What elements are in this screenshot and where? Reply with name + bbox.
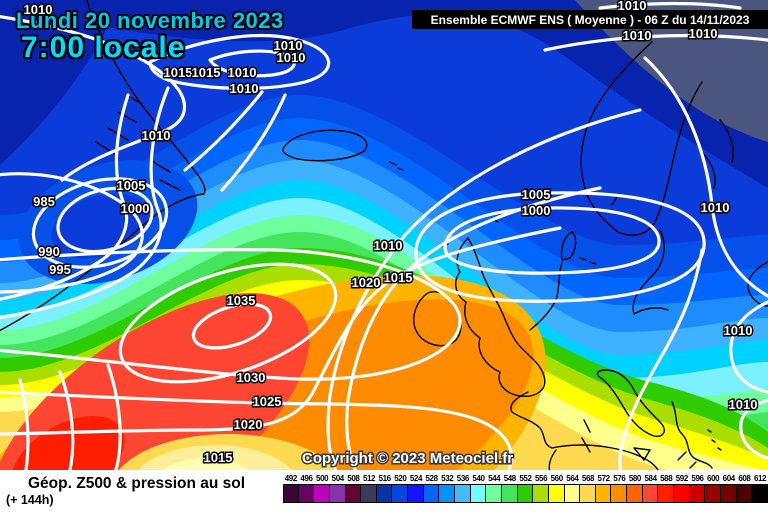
colorbar-cell: 572: [595, 474, 612, 503]
isobar-label: 1010: [623, 28, 652, 43]
colorbar-cell: 532: [439, 474, 456, 503]
isobar-label: 1015: [384, 270, 413, 285]
colorbar-cell: 516: [376, 474, 393, 503]
colorbar-cell: 552: [517, 474, 534, 503]
isobar-label: 1010: [277, 50, 306, 65]
colorbar-cell: 600: [705, 474, 721, 503]
colorbar-cell: 556: [533, 474, 549, 503]
colorbar-cell: 580: [627, 474, 643, 503]
isobar-label: 1010: [142, 128, 171, 143]
isobar-label: 1035: [227, 293, 256, 308]
isobar-label: 1015: [192, 65, 221, 80]
colorbar-cell: 604: [720, 474, 737, 503]
date-label: Lundi 20 novembre 2023: [16, 8, 284, 33]
colorbar-cell: 536: [455, 474, 471, 503]
colorbar: 492 496 500 504 508 512 516 520 524 528 532 536 540 5…: [283, 474, 768, 503]
isobar-label: 1010: [729, 397, 758, 412]
isobar-label: 1010: [228, 65, 257, 80]
isobar-label: 1025: [253, 394, 282, 409]
model-header-bar: Ensemble ECMWF ENS ( Moyenne ) - 06 Z du…: [412, 10, 768, 29]
colorbar-cell: 564: [564, 474, 581, 503]
colorbar-cell: 528: [423, 474, 440, 503]
colorbar-cell: 504: [329, 474, 346, 503]
copyright-watermark: Copyright © 2023 Meteociel.fr: [302, 450, 513, 467]
isobar-label: 985: [33, 194, 55, 209]
datetime-block: Lundi 20 novembre 2023 7:00 locale: [16, 9, 284, 64]
isobar-label: 1030: [237, 370, 266, 385]
isobar-label: 1000: [522, 203, 551, 218]
colorbar-cell: 596: [689, 474, 706, 503]
isobar-label: 1010: [274, 38, 303, 53]
isobar-label: 1020: [234, 417, 263, 432]
isobar-label: 1010: [24, 2, 53, 17]
colorbar-cell: 560: [548, 474, 565, 503]
isobar-label: 1005: [117, 178, 146, 193]
colorbar-cell: 496: [298, 474, 315, 503]
colorbar-cell: 520: [392, 474, 409, 503]
colorbar-cell: 524: [408, 474, 424, 503]
isobar-label: 1010: [701, 200, 730, 215]
colorbar-cell: 612: [752, 474, 768, 503]
colorbar-cell: 540: [470, 474, 487, 503]
isobar-label: 990: [38, 244, 60, 259]
colorbar-cell: 588: [658, 474, 675, 503]
colorbar-cell: 576: [611, 474, 628, 503]
colorbar-cell: 544: [486, 474, 502, 503]
time-label: 7:00 locale: [21, 31, 186, 65]
isobar-label: 1000: [121, 201, 150, 216]
isobar-label: 1010: [689, 26, 718, 41]
colorbar-cell: 608: [736, 474, 753, 503]
colorbar-cell: 492: [283, 474, 299, 503]
legend-subtitle: (+ 144h): [6, 493, 54, 507]
isobar-label: 995: [49, 262, 71, 277]
isobar-label: 1020: [352, 275, 381, 290]
isobars: [0, 1, 768, 482]
model-header-title: Ensemble ECMWF ENS ( Moyenne ) - 06 Z du…: [430, 12, 750, 27]
isobar-label: 1010: [724, 323, 753, 338]
isobar-label: 1015: [164, 65, 193, 80]
colorbar-cell: 508: [345, 474, 362, 503]
colorbar-cell: 548: [501, 474, 518, 503]
colorbar-cell: 512: [361, 474, 377, 503]
isobar-label: 1010: [374, 238, 403, 253]
colorbar-cell: 500: [314, 474, 330, 503]
isobar-label: 1005: [522, 187, 551, 202]
colorbar-cell: 568: [580, 474, 596, 503]
colorbar-cell: 584: [642, 474, 659, 503]
colorbar-cell: 592: [674, 474, 690, 503]
isobar-label: 1015: [204, 450, 233, 465]
legend-title: Géop. Z500 & pression au sol: [28, 475, 246, 492]
footer-bar: Géop. Z500 & pression au sol (+ 144h) 49…: [0, 470, 768, 512]
isobar-label: 1010: [230, 81, 259, 96]
